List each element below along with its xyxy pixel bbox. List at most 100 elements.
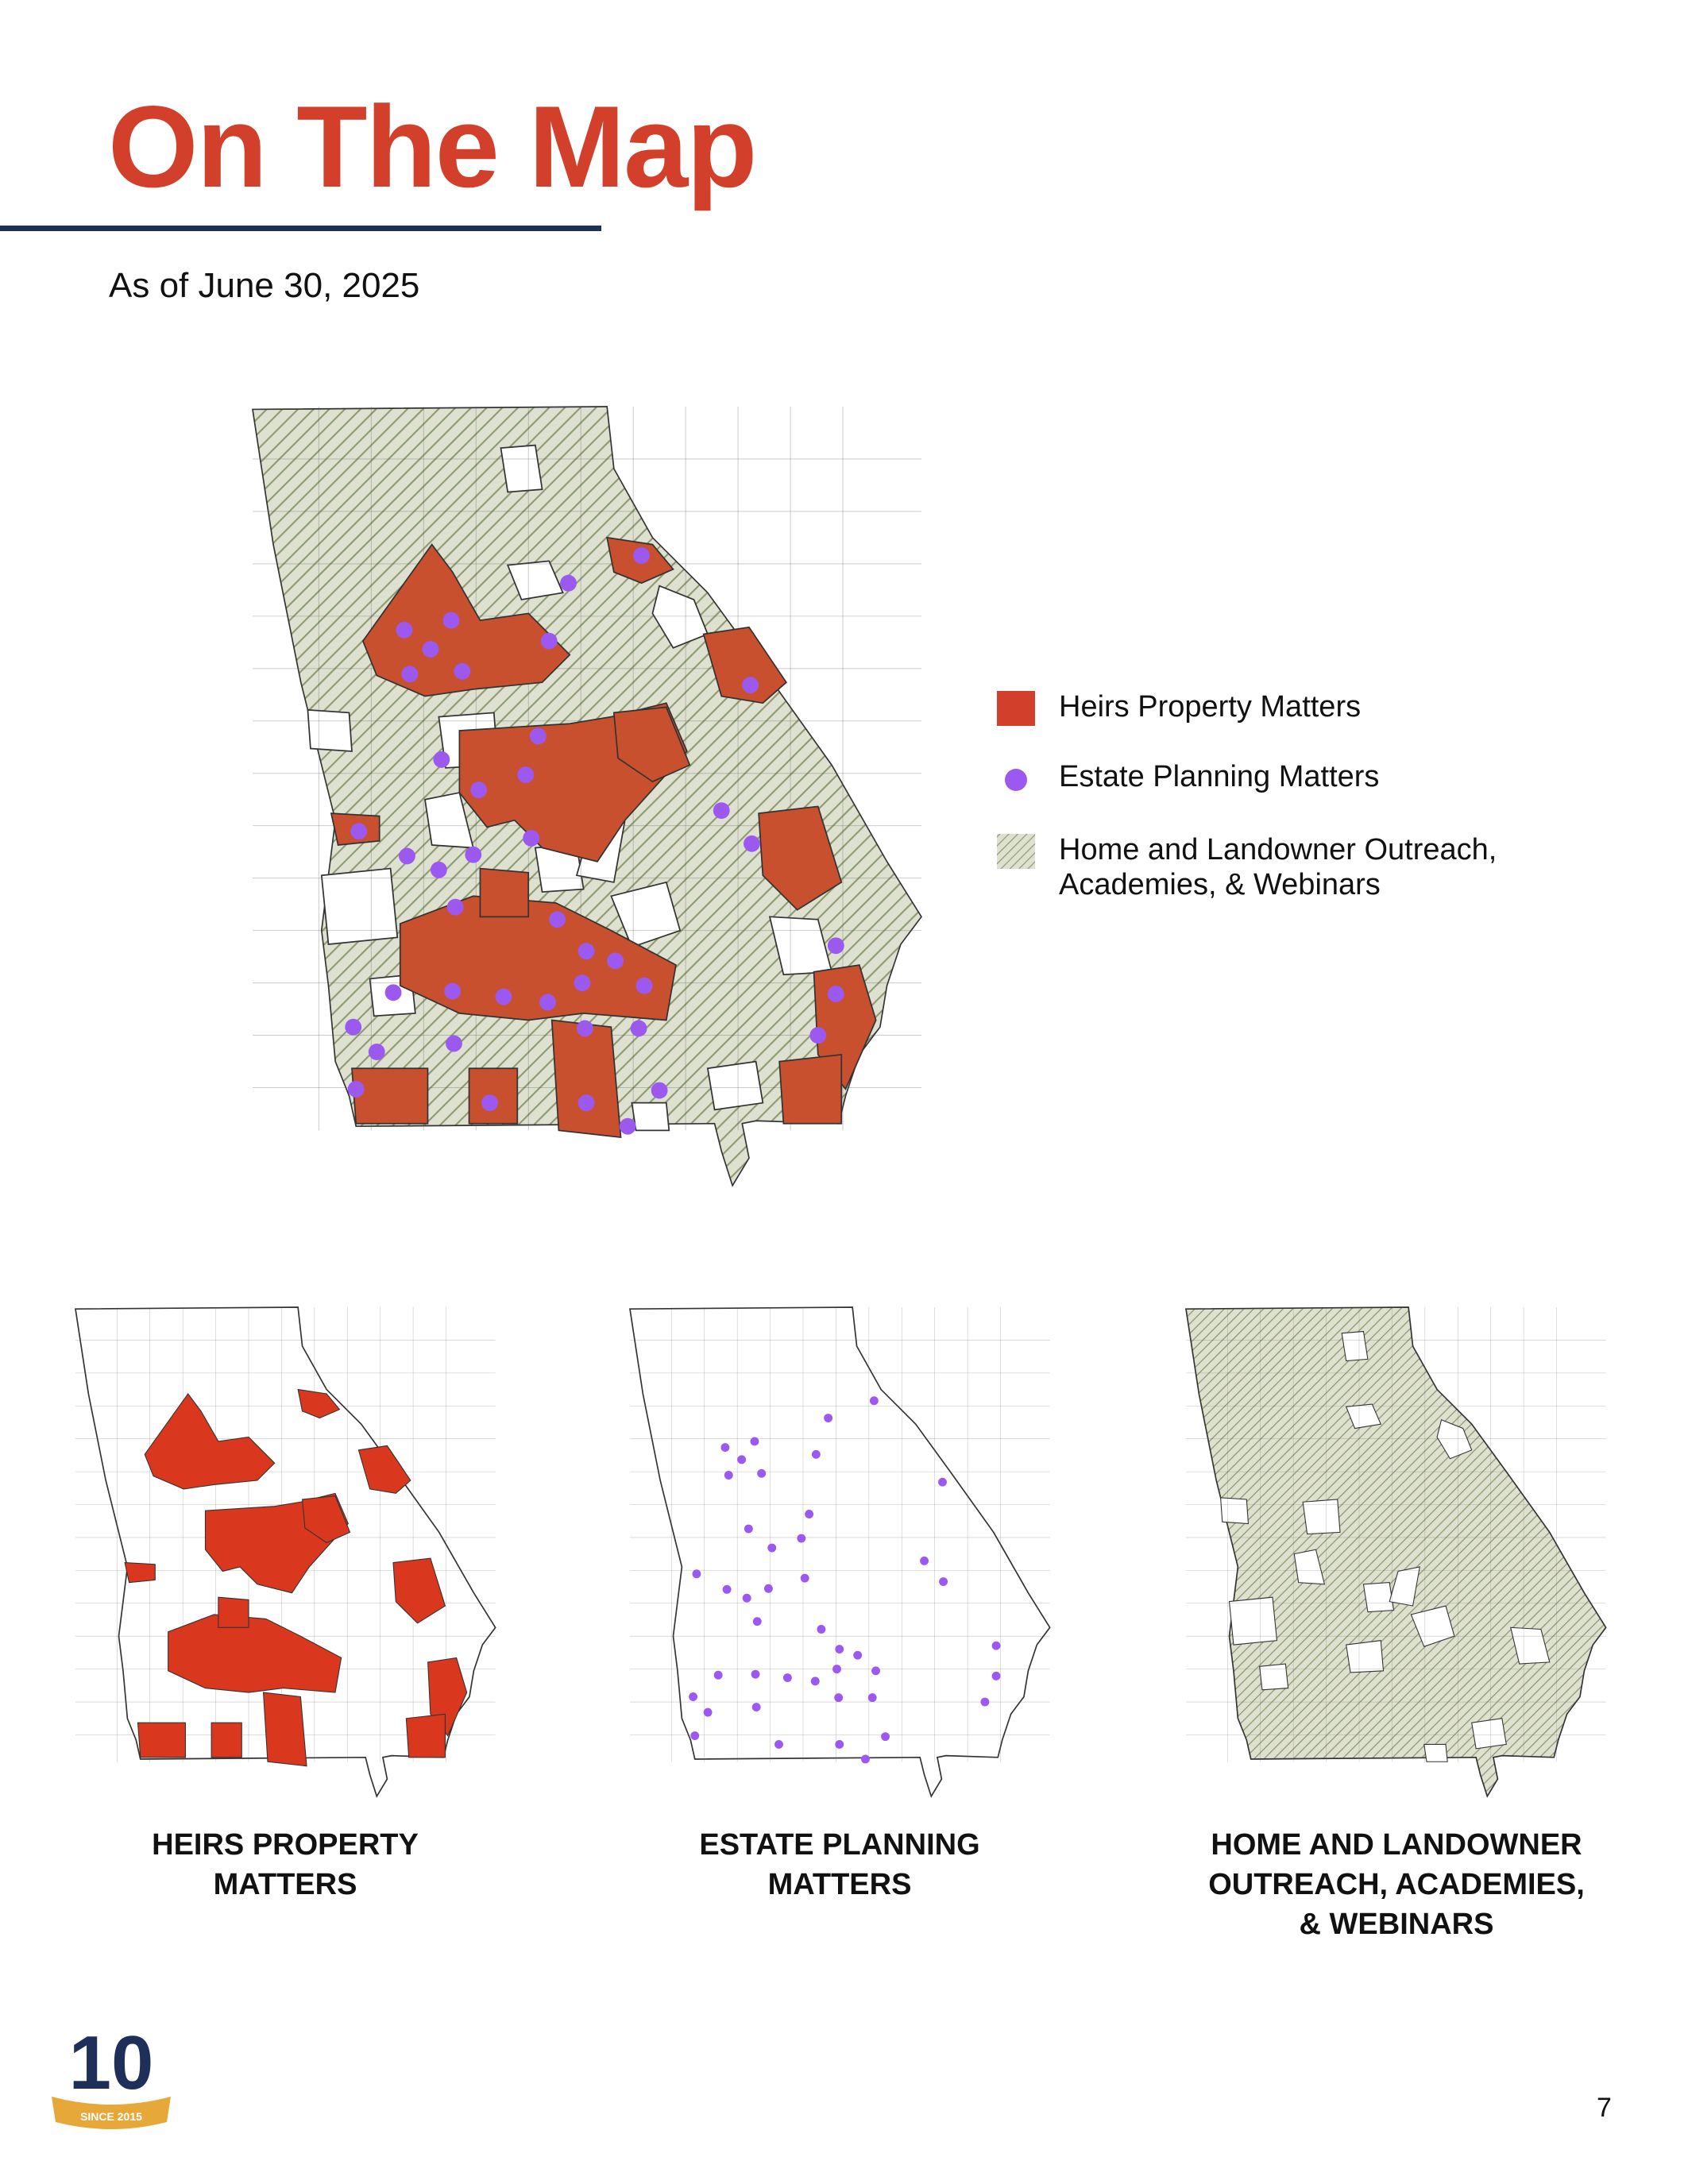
heirs-county xyxy=(357,1445,411,1494)
estate-dot xyxy=(722,1584,732,1594)
title-rule xyxy=(0,226,601,231)
estate-dot xyxy=(633,547,650,564)
heirs-county xyxy=(361,543,571,697)
estate-dot xyxy=(980,1697,990,1707)
county xyxy=(500,444,543,493)
estate-dot xyxy=(805,1510,814,1518)
caption-line: HOME AND LANDOWNER xyxy=(1211,1828,1582,1862)
estate-dot xyxy=(724,1471,733,1480)
county xyxy=(706,1060,764,1111)
heirs-county xyxy=(211,1722,242,1758)
estate-dot xyxy=(713,802,730,820)
heirs-county xyxy=(479,867,530,918)
logo-banner: SINCE 2015 xyxy=(80,2110,142,2123)
estate-dot xyxy=(920,1556,929,1565)
estate-dot xyxy=(861,1754,870,1764)
estate-dot xyxy=(782,1673,792,1682)
estate-dot xyxy=(742,677,759,694)
estate-dot xyxy=(560,574,577,592)
county xyxy=(1341,1330,1369,1362)
county xyxy=(1389,1566,1420,1607)
estate-dot xyxy=(651,1082,668,1099)
county xyxy=(1423,1743,1448,1762)
estate-dot xyxy=(871,1666,881,1676)
estate-dot xyxy=(750,1437,759,1446)
estate-dot xyxy=(939,1577,948,1586)
estate-dot xyxy=(810,1677,820,1686)
estate-dot xyxy=(703,1707,713,1717)
page-title: On The Map xyxy=(108,82,757,211)
estate-dot xyxy=(470,781,488,799)
estate-dot xyxy=(430,861,447,878)
county xyxy=(1220,1497,1250,1525)
estate-dot xyxy=(517,766,535,783)
estate-dot xyxy=(619,1117,636,1135)
legend-swatch-estate xyxy=(1005,769,1027,791)
estate-dot xyxy=(465,846,482,863)
georgia-map xyxy=(1185,1306,1607,1798)
state-outline xyxy=(629,1306,1051,1798)
estate-dot xyxy=(347,1080,365,1098)
caption-line: & WEBINARS xyxy=(1299,1908,1494,1941)
estate-dot xyxy=(751,1703,761,1712)
estate-dot xyxy=(454,662,471,680)
legend-line: Home and Landowner Outreach, xyxy=(1059,833,1497,866)
estate-dot xyxy=(809,1027,827,1044)
estate-dot xyxy=(689,1692,698,1701)
heirs-county xyxy=(218,1596,249,1628)
caption-line: MATTERS xyxy=(213,1868,357,1901)
estate-dot xyxy=(692,1569,701,1579)
estate-dot xyxy=(549,911,566,928)
county xyxy=(1410,1605,1455,1647)
heirs-county xyxy=(137,1722,186,1758)
estate-dot xyxy=(345,1018,362,1036)
county xyxy=(651,585,709,649)
caption-line: ESTATE PLANNING xyxy=(699,1828,980,1862)
estate-dot xyxy=(744,835,760,852)
legend-line: Academies, & Webinars xyxy=(1059,868,1381,901)
estate-dot xyxy=(350,823,368,840)
county xyxy=(1346,1640,1385,1673)
county xyxy=(307,708,353,752)
logo-number: 10 xyxy=(69,2020,154,2105)
estate-dot xyxy=(757,1468,767,1478)
estate-dot xyxy=(529,727,547,745)
estate-dot xyxy=(396,621,413,639)
estate-dot xyxy=(991,1641,1001,1650)
estate-dot xyxy=(720,1443,730,1453)
estate-dot xyxy=(442,612,460,629)
estate-dot xyxy=(446,898,464,916)
georgia-map xyxy=(252,406,922,1187)
caption-line: HEIRS PROPERTY xyxy=(152,1828,419,1862)
estate-dot xyxy=(433,751,450,768)
estate-dot xyxy=(751,1669,760,1679)
estate-dot xyxy=(577,1094,595,1112)
county xyxy=(631,1102,670,1132)
map-group xyxy=(75,406,1607,1798)
estate-dot xyxy=(539,994,556,1011)
estate-dot xyxy=(774,1740,783,1749)
county xyxy=(1471,1718,1507,1750)
heirs-county xyxy=(612,706,691,783)
logo: 10 SINCE 2015 xyxy=(52,2020,171,2129)
heirs-county xyxy=(301,1495,351,1544)
estate-dot xyxy=(384,984,402,1001)
legend-swatch-heirs xyxy=(997,691,1035,726)
estate-dot xyxy=(800,1573,809,1583)
estate-dot xyxy=(811,1449,821,1459)
heirs-county xyxy=(405,1713,446,1758)
estate-dot xyxy=(817,1625,826,1634)
caption-line: MATTERS xyxy=(767,1868,912,1901)
county xyxy=(1345,1403,1382,1430)
estate-dot xyxy=(737,1455,747,1464)
caption: HEIRS PROPERTY MATTERS xyxy=(39,1825,531,1904)
logo-banner-shape xyxy=(52,2097,171,2129)
heirs-county xyxy=(297,1388,341,1419)
estate-dot xyxy=(938,1477,947,1487)
county xyxy=(506,560,564,601)
estate-dot xyxy=(576,1020,593,1037)
estate-dot xyxy=(767,1543,777,1553)
county xyxy=(320,867,399,945)
estate-dot xyxy=(607,952,624,970)
